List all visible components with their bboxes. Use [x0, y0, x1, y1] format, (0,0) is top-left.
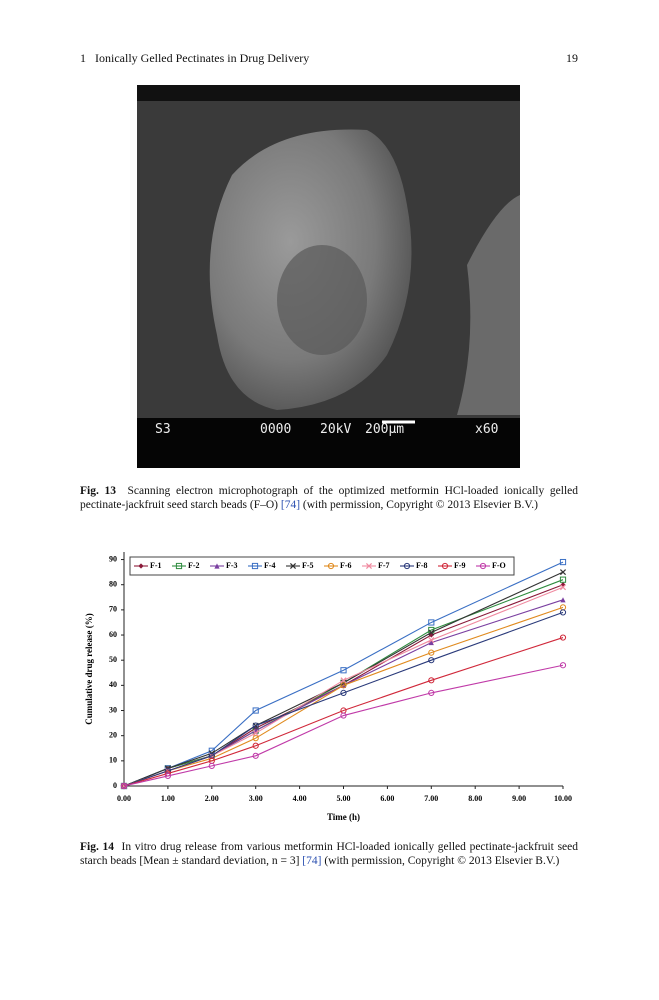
- marker: [428, 657, 435, 664]
- marker: [175, 562, 183, 570]
- marker: [441, 562, 449, 570]
- legend-label: F-3: [226, 561, 238, 570]
- marker: [252, 722, 259, 729]
- x-tick-label: 4.00: [293, 794, 307, 803]
- marker: [164, 772, 172, 780]
- marker: [403, 562, 411, 570]
- sem-label: 200µm: [365, 422, 404, 437]
- marker: [559, 558, 567, 566]
- y-tick-label: 70: [109, 605, 117, 614]
- marker: [252, 730, 259, 737]
- marker: [559, 576, 567, 583]
- citation[interactable]: [74]: [280, 499, 301, 511]
- marker: [340, 682, 347, 689]
- x-tick-label: 2.00: [205, 794, 219, 803]
- x-tick-label: 6.00: [380, 794, 394, 803]
- running-header: 1 Ionically Gelled Pectinates in Drug De…: [80, 51, 309, 66]
- marker: [208, 762, 215, 769]
- x-tick-label: 5.00: [337, 794, 351, 803]
- x-tick-label: 7.00: [424, 794, 438, 803]
- page-number: 19: [566, 51, 578, 65]
- legend-box: [129, 556, 515, 576]
- marker: [252, 707, 259, 714]
- y-tick-label: 80: [109, 580, 117, 589]
- x-axis-title: Time (h): [327, 812, 360, 822]
- marker: [428, 637, 435, 644]
- marker: [428, 619, 435, 626]
- legend-label: F-7: [378, 561, 390, 570]
- section-number: 1: [80, 51, 86, 65]
- marker: [138, 563, 144, 569]
- marker: [252, 735, 259, 742]
- legend-label: F-O: [492, 561, 506, 570]
- caption-note: (with permission, Copyright © 2013 Elsev…: [302, 499, 538, 511]
- marker: [428, 639, 434, 646]
- marker: [428, 632, 434, 638]
- sem-label: 20kV: [320, 422, 351, 437]
- marker: [340, 689, 347, 697]
- caption-text: Scanning electron microphotograph of the…: [80, 485, 579, 511]
- marker: [120, 782, 128, 790]
- y-tick-label: 40: [109, 680, 117, 689]
- y-tick-label: 10: [109, 756, 117, 765]
- marker: [559, 662, 567, 669]
- figure-caption: Fig. 14 In vitro drug release from vario…: [80, 840, 578, 868]
- marker: [559, 584, 567, 591]
- marker: [340, 667, 347, 674]
- series-line: [123, 561, 564, 787]
- caption-label: Fig. 14: [80, 841, 115, 853]
- figure-caption: Fig. 13 Scanning electron microphotograp…: [80, 484, 578, 512]
- legend-label: F-4: [264, 561, 276, 570]
- marker: [340, 677, 347, 684]
- y-tick-label: 60: [109, 630, 117, 639]
- marker: [251, 562, 259, 570]
- marker: [252, 742, 259, 749]
- x-tick-label: 1.00: [161, 794, 175, 803]
- sem-label: S3: [155, 422, 171, 437]
- marker: [560, 597, 566, 603]
- marker: [340, 712, 347, 719]
- marker: [289, 562, 297, 570]
- legend-label: F-6: [340, 561, 352, 570]
- marker: [214, 563, 220, 569]
- marker: [428, 689, 435, 697]
- caption-text: In vitro drug release from various metfo…: [80, 841, 579, 867]
- marker: [252, 752, 259, 759]
- x-tick-label: 3.00: [249, 794, 263, 803]
- x-tick-label: 10.00: [554, 794, 572, 803]
- legend-label: F-1: [150, 561, 162, 570]
- x-tick-label: 0.00: [117, 794, 131, 803]
- citation[interactable]: [74]: [302, 855, 322, 867]
- legend-label: F-5: [302, 561, 314, 570]
- y-axis-title: Cumulative drug release (%): [84, 613, 94, 725]
- chapter-title: Ionically Gelled Pectinates in Drug Deli…: [95, 51, 310, 65]
- marker: [559, 609, 567, 616]
- sem-image: S3 0000 20kV 200µm x60: [137, 85, 520, 468]
- marker: [559, 569, 567, 576]
- caption-label: Fig. 13: [80, 485, 117, 497]
- marker: [428, 649, 435, 656]
- y-tick-label: 50: [109, 655, 117, 664]
- y-tick-label: 20: [109, 731, 117, 740]
- legend-label: F-2: [188, 561, 200, 570]
- legend-label: F-8: [416, 561, 428, 570]
- marker: [559, 634, 567, 641]
- marker: [428, 629, 435, 636]
- marker: [479, 562, 487, 570]
- x-tick-label: 8.00: [468, 794, 482, 803]
- sem-label: 0000: [260, 422, 291, 437]
- legend-label: F-9: [454, 561, 466, 570]
- x-tick-label: 9.00: [512, 794, 526, 803]
- y-tick-label: 90: [109, 554, 117, 563]
- marker: [327, 562, 335, 570]
- sem-label: x60: [475, 422, 498, 437]
- chart: 0 10 20 30 40 50 60 70 80 90 0.00 1.00 2.00 3.00 4.00 5…: [84, 552, 572, 822]
- marker: [365, 562, 373, 570]
- y-tick-label: 30: [109, 705, 117, 714]
- series-line: [123, 664, 564, 787]
- caption-note: (with permission, Copyright © 2013 Elsev…: [324, 855, 560, 867]
- y-tick-label: 0: [113, 781, 117, 790]
- marker: [428, 677, 435, 684]
